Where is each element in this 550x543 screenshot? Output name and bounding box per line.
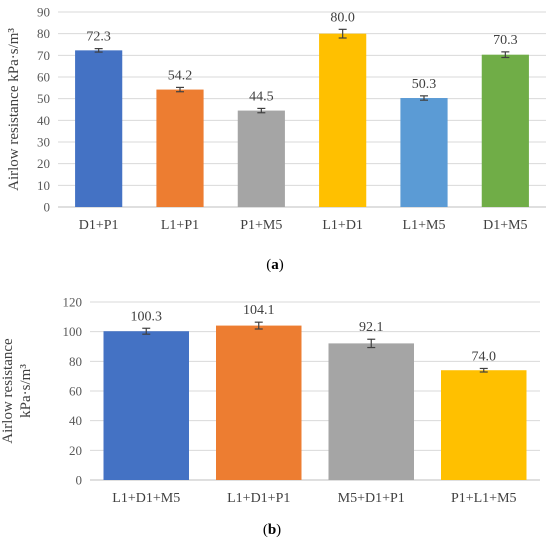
data-label: 80.0 <box>330 10 355 25</box>
data-label: 92.1 <box>359 320 384 335</box>
y-tick-label: 20 <box>37 156 50 171</box>
y-tick-label: 0 <box>76 473 83 488</box>
data-label: 100.3 <box>131 309 163 324</box>
y-tick-label: 50 <box>37 91 50 106</box>
x-tick-label: L1+D1+P1 <box>227 491 290 506</box>
y-tick-label: 120 <box>63 295 83 310</box>
y-tick-label: 60 <box>37 70 50 85</box>
y-tick-label: 70 <box>37 48 50 63</box>
x-tick-label: L1+P1 <box>161 218 199 233</box>
caption: (a) <box>266 257 284 273</box>
y-tick-label: 40 <box>37 113 50 128</box>
x-tick-label: L1+M5 <box>403 218 446 233</box>
y-axis-label: Airlow resistance <box>0 338 16 444</box>
chart-b: 0 20 40 60 80 100 120 100.3 L1+D1+M5 104.1 L1+D1+P… <box>0 295 540 538</box>
data-label: 70.3 <box>493 33 518 48</box>
bar <box>319 33 367 207</box>
bar <box>328 343 414 480</box>
x-tick-label: D1+M5 <box>483 218 527 233</box>
bar <box>481 54 529 207</box>
bar <box>400 98 448 207</box>
caption: (b) <box>263 522 281 538</box>
y-tick-label: 0 <box>44 200 51 215</box>
data-label: 104.1 <box>243 303 275 318</box>
x-tick-label: P1+M5 <box>240 218 282 233</box>
caption-close: ) <box>276 522 281 538</box>
data-label: 44.5 <box>249 89 274 104</box>
y-tick-label: 100 <box>63 324 83 339</box>
y-tick-label: 90 <box>37 5 50 20</box>
data-label: 50.3 <box>412 77 437 92</box>
bar <box>156 89 204 207</box>
chart-a: 0 10 20 30 40 50 60 70 80 90 72.3 D1+P1 54.2 L1+P1 44.… <box>6 5 546 273</box>
caption-open: ( <box>266 257 271 273</box>
y-tick-label: 20 <box>69 443 82 458</box>
data-label: 72.3 <box>86 30 111 45</box>
x-tick-label: D1+P1 <box>79 218 119 233</box>
y-axis-label: Airlow resistance kPa·s/m³ <box>6 28 22 191</box>
y-tick-label: 80 <box>37 26 50 41</box>
y-tick-label: 40 <box>69 413 82 428</box>
data-label: 54.2 <box>168 68 193 83</box>
data-label: 74.0 <box>472 349 497 364</box>
x-tick-label: P1+L1+M5 <box>451 491 517 506</box>
y-tick-label: 30 <box>37 135 50 150</box>
y-tick-label: 60 <box>69 384 82 399</box>
y-axis-label: kPa·s/m³ <box>18 364 34 418</box>
caption-letter: b <box>268 522 276 538</box>
bar <box>216 325 302 480</box>
caption-close: ) <box>279 257 284 273</box>
bar <box>237 110 285 207</box>
y-tick-label: 10 <box>37 178 50 193</box>
bar <box>441 370 527 480</box>
y-tick-label: 80 <box>69 354 82 369</box>
caption-letter: a <box>271 257 279 273</box>
bar <box>75 50 123 207</box>
x-tick-label: L1+D1 <box>322 218 363 233</box>
x-tick-label: M5+D1+P1 <box>338 491 405 506</box>
x-tick-label: L1+D1+M5 <box>112 491 180 506</box>
caption-open: ( <box>263 522 268 538</box>
bar <box>103 331 189 480</box>
